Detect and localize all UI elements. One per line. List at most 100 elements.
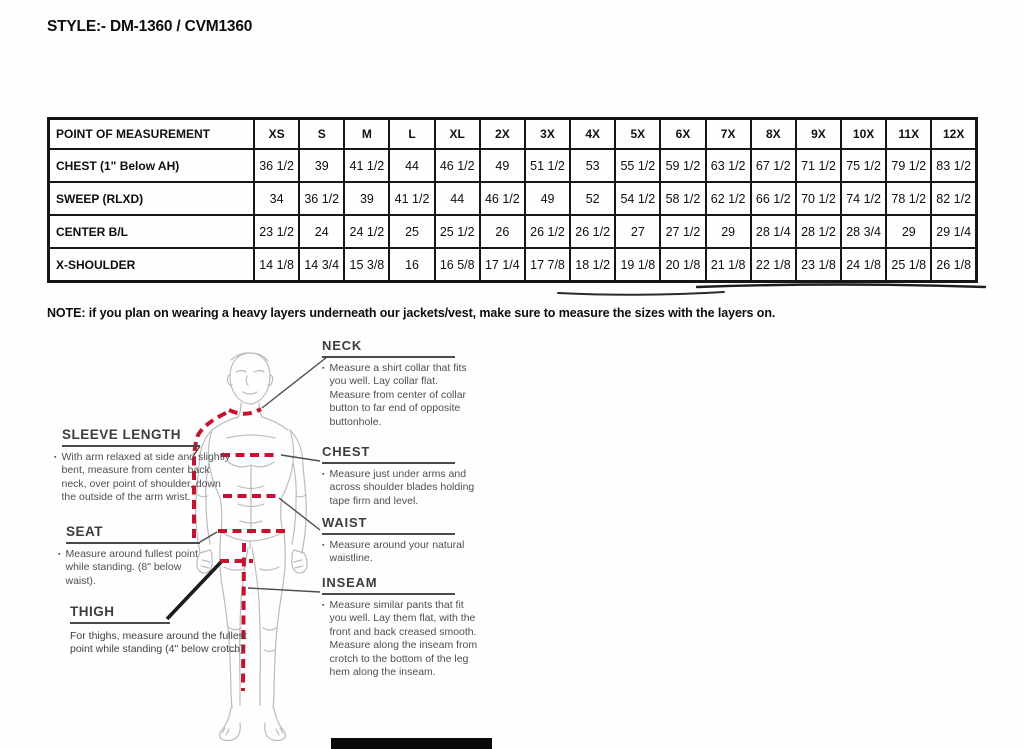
size-table-cell: 75 1/2 (840, 148, 888, 183)
size-table-cell: 24 (298, 214, 346, 249)
size-table-cell: 82 1/2 (930, 181, 978, 216)
chest-leader-line (280, 454, 321, 462)
scan-artifact (695, 283, 987, 289)
size-table-cell: 24 1/8 (840, 247, 888, 283)
size-table-cell: 53 (569, 148, 617, 183)
size-table-cell: 70 1/2 (794, 181, 843, 216)
size-table-cell: 39 (343, 181, 391, 216)
neck-leader-line (261, 356, 328, 409)
size-table-cell: 14 3/4 (298, 247, 346, 283)
size-table-cell: 25 1/2 (433, 214, 481, 249)
size-table-cell: 74 1/2 (840, 181, 888, 216)
size-table-row-label: CHEST (1" Below AH) (47, 148, 255, 183)
size-table-cell: 71 1/2 (794, 148, 843, 183)
bullet-icon: ▪ (54, 454, 57, 461)
size-table-cell: 28 1/4 (749, 214, 797, 249)
size-table-header-cell: 9X (794, 117, 843, 150)
size-table-cell: 27 (614, 214, 662, 249)
seat-instruction-text: Measure around fullest point while stand… (65, 548, 198, 587)
size-table-header-cell: M (343, 117, 391, 150)
inseam-leader-line (247, 587, 321, 593)
size-table-header-cell: 10X (840, 117, 888, 150)
chest-instructions: ▪ Measure just under arms and across sho… (322, 468, 480, 508)
body-measurement-figure (195, 352, 308, 742)
inseam-instructions: ▪ Measure similar pants that fit you wel… (322, 599, 480, 680)
size-table-cell: 49 (478, 148, 526, 183)
size-table-cell: 46 1/2 (433, 148, 481, 183)
size-table-row-label: CENTER B/L (47, 214, 255, 249)
size-table-cell: 23 1/2 (252, 214, 301, 249)
scan-artifact (557, 291, 725, 296)
bullet-icon: ▪ (58, 551, 61, 558)
neck-dash-line (228, 407, 262, 416)
size-table-header-row: POINT OF MEASUREMENT XS S M L XL 2X 3X 4X 5X 6X 7X 8… (47, 117, 978, 150)
style-title: STYLE:- DM-1360 / CVM1360 (47, 18, 253, 35)
size-table-cell: 24 1/2 (343, 214, 391, 249)
inseam-dash-line (241, 542, 246, 692)
size-table-cell: 59 1/2 (659, 148, 707, 183)
thigh-instructions: For thighs, measure around the fullest p… (70, 630, 250, 657)
size-table-header-cell: 7X (704, 117, 752, 150)
size-table-row: CHEST (1" Below AH) 36 1/2 39 41 1/2 44 46 1/… (47, 148, 978, 183)
size-table-cell: 44 (388, 148, 436, 183)
size-table-cell: 15 3/8 (343, 247, 391, 283)
size-table-cell: 34 (252, 181, 301, 216)
note-text: NOTE: if you plan on wearing a heavy lay… (47, 306, 776, 320)
size-table-cell: 54 1/2 (614, 181, 662, 216)
size-table-cell: 25 (388, 214, 436, 249)
size-table-row-label: SWEEP (RLXD) (47, 181, 255, 216)
size-table-cell: 26 1/2 (569, 214, 617, 249)
sleeve-length-instruction-text: With arm relaxed at side and slightly be… (61, 451, 231, 504)
size-table-cell: 52 (569, 181, 617, 216)
size-table-header-cell: 3X (523, 117, 572, 150)
size-table-header-cell: 5X (614, 117, 662, 150)
chest-instruction-text: Measure just under arms and across shoul… (329, 468, 475, 507)
size-table-cell: 58 1/2 (659, 181, 707, 216)
size-table-row: X-SHOULDER 14 1/8 14 3/4 15 3/8 16 16 5/8 17 1… (47, 247, 978, 283)
size-table-cell: 22 1/8 (749, 247, 797, 283)
size-table-cell: 66 1/2 (749, 181, 797, 216)
size-table-cell: 29 1/4 (930, 214, 978, 249)
inseam-instruction-text: Measure similar pants that fit you well.… (329, 599, 478, 679)
size-table-cell: 25 1/8 (885, 247, 933, 283)
size-table-cell: 49 (523, 181, 572, 216)
size-table-header-cell: 6X (659, 117, 707, 150)
size-table-cell: 79 1/2 (885, 148, 933, 183)
bullet-icon: ▪ (322, 602, 325, 609)
size-table-body: CHEST (1" Below AH) 36 1/2 39 41 1/2 44 46 1/… (47, 148, 978, 283)
sleeve-length-instructions: ▪ With arm relaxed at side and slightly … (54, 451, 232, 505)
inseam-heading: INSEAM (322, 575, 455, 595)
seat-leader-line (199, 531, 218, 543)
size-table-cell: 28 1/2 (794, 214, 843, 249)
waist-leader-line (278, 497, 321, 531)
size-table-cell: 23 1/8 (794, 247, 843, 283)
size-table-cell: 17 7/8 (523, 247, 572, 283)
size-table-header-cell: S (298, 117, 346, 150)
size-table-cell: 46 1/2 (478, 181, 526, 216)
waist-heading: WAIST (322, 515, 455, 535)
size-table-row: SWEEP (RLXD) 34 36 1/2 39 41 1/2 44 46 1/2 49 52… (47, 181, 978, 216)
size-table-header-cell: 8X (749, 117, 797, 150)
seat-heading: SEAT (66, 524, 200, 544)
thigh-heading: THIGH (70, 604, 170, 624)
size-table-cell: 67 1/2 (749, 148, 797, 183)
size-table-row-label: X-SHOULDER (47, 247, 255, 283)
size-table-cell: 29 (704, 214, 752, 249)
size-table-cell: 26 (478, 214, 526, 249)
seat-instructions: ▪ Measure around fullest point while sta… (58, 548, 210, 588)
size-table: POINT OF MEASUREMENT XS S M L XL 2X 3X 4X 5X 6X 7X 8… (47, 117, 978, 283)
size-table-cell: 16 (388, 247, 436, 283)
size-table-cell: 16 5/8 (433, 247, 481, 283)
size-table-cell: 14 1/8 (252, 247, 301, 283)
size-table-cell: 18 1/2 (569, 247, 617, 283)
size-table-cell: 36 1/2 (298, 181, 346, 216)
size-table-cell: 63 1/2 (704, 148, 752, 183)
size-table-cell: 55 1/2 (614, 148, 662, 183)
sleeve-length-heading: SLEEVE LENGTH (62, 427, 200, 447)
size-table-cell: 44 (433, 181, 481, 216)
size-table-cell: 19 1/8 (614, 247, 662, 283)
waist-instructions: ▪ Measure around your natural waistline. (322, 539, 480, 566)
size-table-cell: 17 1/4 (478, 247, 526, 283)
size-table-cell: 28 3/4 (840, 214, 888, 249)
